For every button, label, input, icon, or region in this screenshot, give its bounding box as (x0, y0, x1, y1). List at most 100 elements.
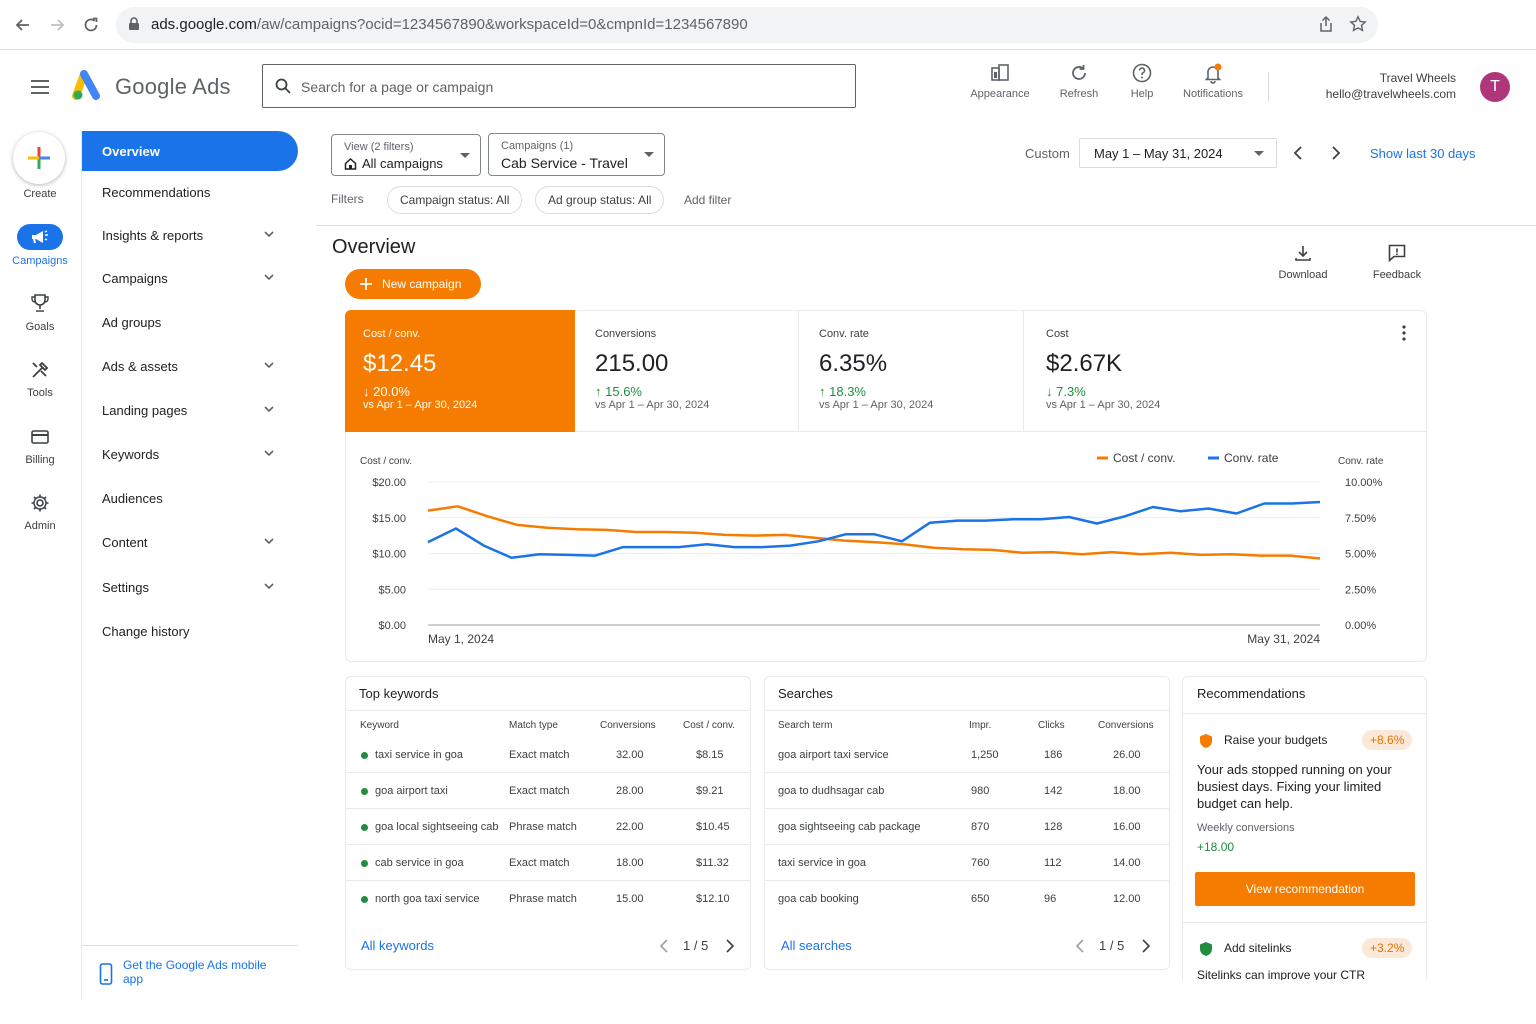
chevron-left-icon[interactable] (1074, 938, 1088, 954)
metric-comparison: vs Apr 1 – Apr 30, 2024 (1046, 399, 1161, 411)
feedback-button[interactable]: Feedback (1368, 243, 1426, 281)
bookmark-star-icon[interactable] (1349, 15, 1367, 33)
campaigns-dropdown-value: Cab Service - Travel (501, 155, 628, 171)
appearance-button[interactable]: Appearance (966, 62, 1034, 100)
legend-label: Cost / conv. (1113, 451, 1175, 465)
column-header[interactable]: Conversions (1098, 720, 1154, 731)
add-filter-button[interactable]: Add filter (684, 193, 732, 207)
nav-ads-assets[interactable]: Ads & assets (82, 346, 298, 386)
chevron-down-icon (264, 406, 274, 413)
rail-tools[interactable]: Tools (0, 359, 80, 399)
rail-goals[interactable]: Goals (0, 292, 80, 333)
series-line-cost-per-conv (427, 505, 1321, 560)
chevron-right-icon[interactable] (1138, 938, 1152, 954)
divider (1183, 922, 1426, 923)
divider (346, 772, 750, 773)
metric-divider (1023, 310, 1024, 432)
download-label: Download (1278, 269, 1328, 281)
forward-icon[interactable] (46, 14, 68, 36)
avatar[interactable]: T (1480, 72, 1510, 102)
account-info[interactable]: Travel Wheels hello@travelwheels.com (1326, 70, 1456, 102)
nav-campaigns[interactable]: Campaigns (82, 258, 298, 298)
rail-admin-label: Admin (24, 520, 56, 532)
column-header[interactable]: Search term (778, 720, 833, 731)
column-header[interactable]: Cost / conv. (683, 720, 736, 731)
reload-icon[interactable] (80, 14, 102, 36)
view-filter-label: View (2 filters) (344, 141, 414, 153)
bell-icon (1202, 62, 1224, 84)
more-vert-icon[interactable] (1396, 324, 1412, 342)
help-icon (1131, 62, 1153, 84)
gear-icon (29, 492, 51, 514)
metric-conv-rate[interactable]: Conv. rate 6.35% ↑ 18.3% vs Apr 1 – Apr … (801, 310, 1021, 432)
chevron-left-icon[interactable] (658, 938, 672, 954)
new-campaign-button[interactable]: New campaign (345, 269, 481, 299)
metric-value: 6.35% (819, 350, 888, 377)
next-period-icon[interactable] (1326, 144, 1344, 162)
back-icon[interactable] (12, 14, 34, 36)
nav-settings[interactable]: Settings (82, 567, 298, 607)
mobile-app-link[interactable]: Get the Google Ads mobile app (123, 958, 267, 986)
rail-admin[interactable]: Admin (0, 492, 80, 532)
column-header[interactable]: Clicks (1038, 720, 1065, 731)
all-keywords-link[interactable]: All keywords (361, 938, 434, 953)
notifications-button[interactable]: Notifications (1176, 62, 1250, 100)
rail-campaigns[interactable]: Campaigns (0, 224, 80, 267)
table-cell: 128 (1044, 821, 1063, 833)
show-last-30-days-link[interactable]: Show last 30 days (1370, 146, 1476, 161)
campaign-status-chip[interactable]: Campaign status: All (387, 186, 523, 214)
divider (765, 844, 1169, 845)
rec-title-budgets[interactable]: Raise your budgets (1224, 733, 1328, 747)
metric-cost-per-conv[interactable]: Cost / conv. $12.45 ↓ 20.0% vs Apr 1 – A… (345, 310, 575, 432)
share-icon[interactable] (1318, 15, 1334, 33)
search-input[interactable]: Search for a page or campaign (301, 79, 494, 95)
nav-change-history[interactable]: Change history (102, 623, 190, 639)
nav-recommendations[interactable]: Recommendations (102, 184, 211, 200)
nav-keywords[interactable]: Keywords (82, 434, 298, 474)
searches-title: Searches (778, 686, 833, 701)
performance-chart[interactable]: $20.00 $15.00 $10.00 $5.00 $0.00 10.00% 7.50% 5… (345, 432, 1427, 662)
ad-group-status-chip[interactable]: Ad group status: All (535, 186, 665, 214)
campaigns-dropdown[interactable]: Campaigns (1) Cab Service - Travel (488, 133, 665, 176)
column-header[interactable]: Keyword (360, 720, 399, 731)
main-menu-icon[interactable] (30, 78, 50, 96)
refresh-button[interactable]: Refresh (1054, 62, 1104, 100)
help-button[interactable]: Help (1122, 62, 1162, 100)
table-cell: taxi service in goa (375, 749, 464, 761)
search-box[interactable] (262, 64, 856, 108)
nav-audiences[interactable]: Audiences (102, 490, 163, 506)
create-label: Create (23, 188, 57, 200)
nav-overview[interactable]: Overview (82, 131, 298, 171)
column-header[interactable]: Impr. (969, 720, 992, 731)
rec-metric-value: +18.00 (1197, 840, 1235, 854)
metric-delta: 7.3% (1056, 384, 1086, 399)
metric-conversions[interactable]: Conversions 215.00 ↑ 15.6% vs Apr 1 – Ap… (577, 310, 797, 432)
nav-insights-reports[interactable]: Insights & reports (82, 215, 298, 255)
address-bar[interactable] (116, 7, 1378, 43)
nav-ad-groups[interactable]: Ad groups (102, 314, 162, 330)
column-header[interactable]: Match type (509, 720, 558, 731)
nav-landing-pages[interactable]: Landing pages (82, 390, 298, 430)
view-recommendation-button[interactable]: View recommendation (1195, 872, 1415, 906)
all-searches-link[interactable]: All searches (781, 938, 852, 953)
chevron-down-icon (264, 538, 274, 545)
table-cell: goa cab booking (778, 893, 859, 905)
download-button[interactable]: Download (1274, 243, 1332, 281)
table-cell: 142 (1044, 785, 1063, 797)
nav-content[interactable]: Content (82, 522, 298, 562)
arrow-down-icon: ↓ (363, 384, 374, 399)
view-filter-dropdown[interactable]: View (2 filters) All campaigns (331, 134, 481, 176)
rec-title-sitelinks[interactable]: Add sitelinks (1224, 941, 1292, 955)
create-button[interactable] (13, 132, 65, 184)
rail-billing[interactable]: Billing (0, 426, 80, 466)
divider (346, 844, 750, 845)
date-range-dropdown[interactable]: May 1 – May 31, 2024 (1079, 138, 1277, 168)
chevron-right-icon[interactable] (722, 938, 736, 954)
table-cell: north goa taxi service (375, 893, 480, 905)
previous-period-icon[interactable] (1290, 144, 1308, 162)
column-header[interactable]: Conversions (600, 720, 656, 731)
table-cell: goa sightseeing cab package (778, 821, 921, 833)
chevron-down-icon (264, 274, 274, 281)
chevron-down-icon (264, 583, 274, 590)
metric-cost[interactable]: Cost $2.67K ↓ 7.3% vs Apr 1 – Apr 30, 20… (1028, 310, 1268, 432)
